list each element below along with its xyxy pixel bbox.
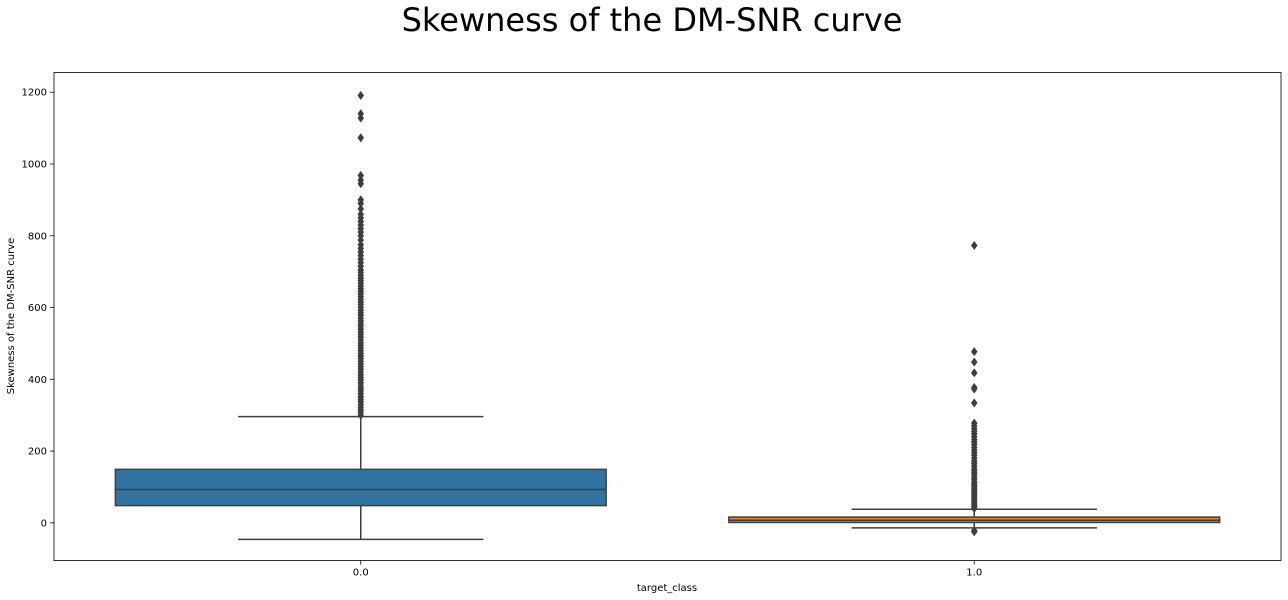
x-axis: 0.0 1.0 <box>353 560 982 579</box>
plot-area <box>114 90 1221 541</box>
box-iqr <box>114 468 607 507</box>
chart-title: Skewness of the DM-SNR curve <box>402 1 903 39</box>
x-axis-label: target_class <box>637 583 697 594</box>
y-axis-label: Skewness of the DM-SNR curve <box>6 238 17 395</box>
y-tick-label: 600 <box>28 303 47 314</box>
y-tick-label: 800 <box>28 231 47 242</box>
outlier-point <box>970 398 978 408</box>
outlier-point <box>357 90 365 101</box>
outlier-point <box>970 503 978 514</box>
x-tick-label: 0.0 <box>353 568 369 579</box>
outlier-point <box>970 347 978 357</box>
x-tick-label: 1.0 <box>966 568 982 579</box>
y-tick-label: 400 <box>28 375 47 386</box>
outlier-point <box>970 368 978 378</box>
y-tick-label: 200 <box>28 447 47 458</box>
y-tick-label: 1000 <box>22 160 47 171</box>
box-group-0.0 <box>114 90 607 541</box>
outlier-point <box>970 527 978 537</box>
outlier-point <box>357 133 365 143</box>
y-tick-label: 1200 <box>22 88 47 99</box>
box-group-1.0 <box>728 240 1221 537</box>
outlier-point <box>357 113 365 123</box>
y-axis: 0 200 400 600 800 1000 1200 <box>22 88 54 529</box>
outlier-point <box>970 240 978 251</box>
outlier-point <box>357 179 365 189</box>
outlier-point <box>357 410 365 420</box>
plot-frame <box>53 72 1282 561</box>
y-tick-label: 0 <box>41 518 47 529</box>
outlier-point <box>970 357 978 367</box>
outlier-point <box>970 384 978 394</box>
